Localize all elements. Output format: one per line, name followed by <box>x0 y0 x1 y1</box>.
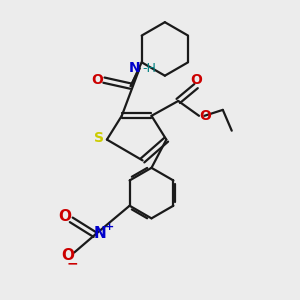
Text: O: O <box>92 73 103 87</box>
Text: -H: -H <box>142 62 156 75</box>
Text: N: N <box>94 226 107 241</box>
Text: S: S <box>94 131 103 145</box>
Text: O: O <box>200 109 211 123</box>
Text: O: O <box>58 209 71 224</box>
Text: O: O <box>190 73 202 87</box>
Text: N: N <box>128 61 140 75</box>
Text: +: + <box>105 222 114 232</box>
Text: O: O <box>61 248 74 263</box>
Text: −: − <box>67 257 79 271</box>
